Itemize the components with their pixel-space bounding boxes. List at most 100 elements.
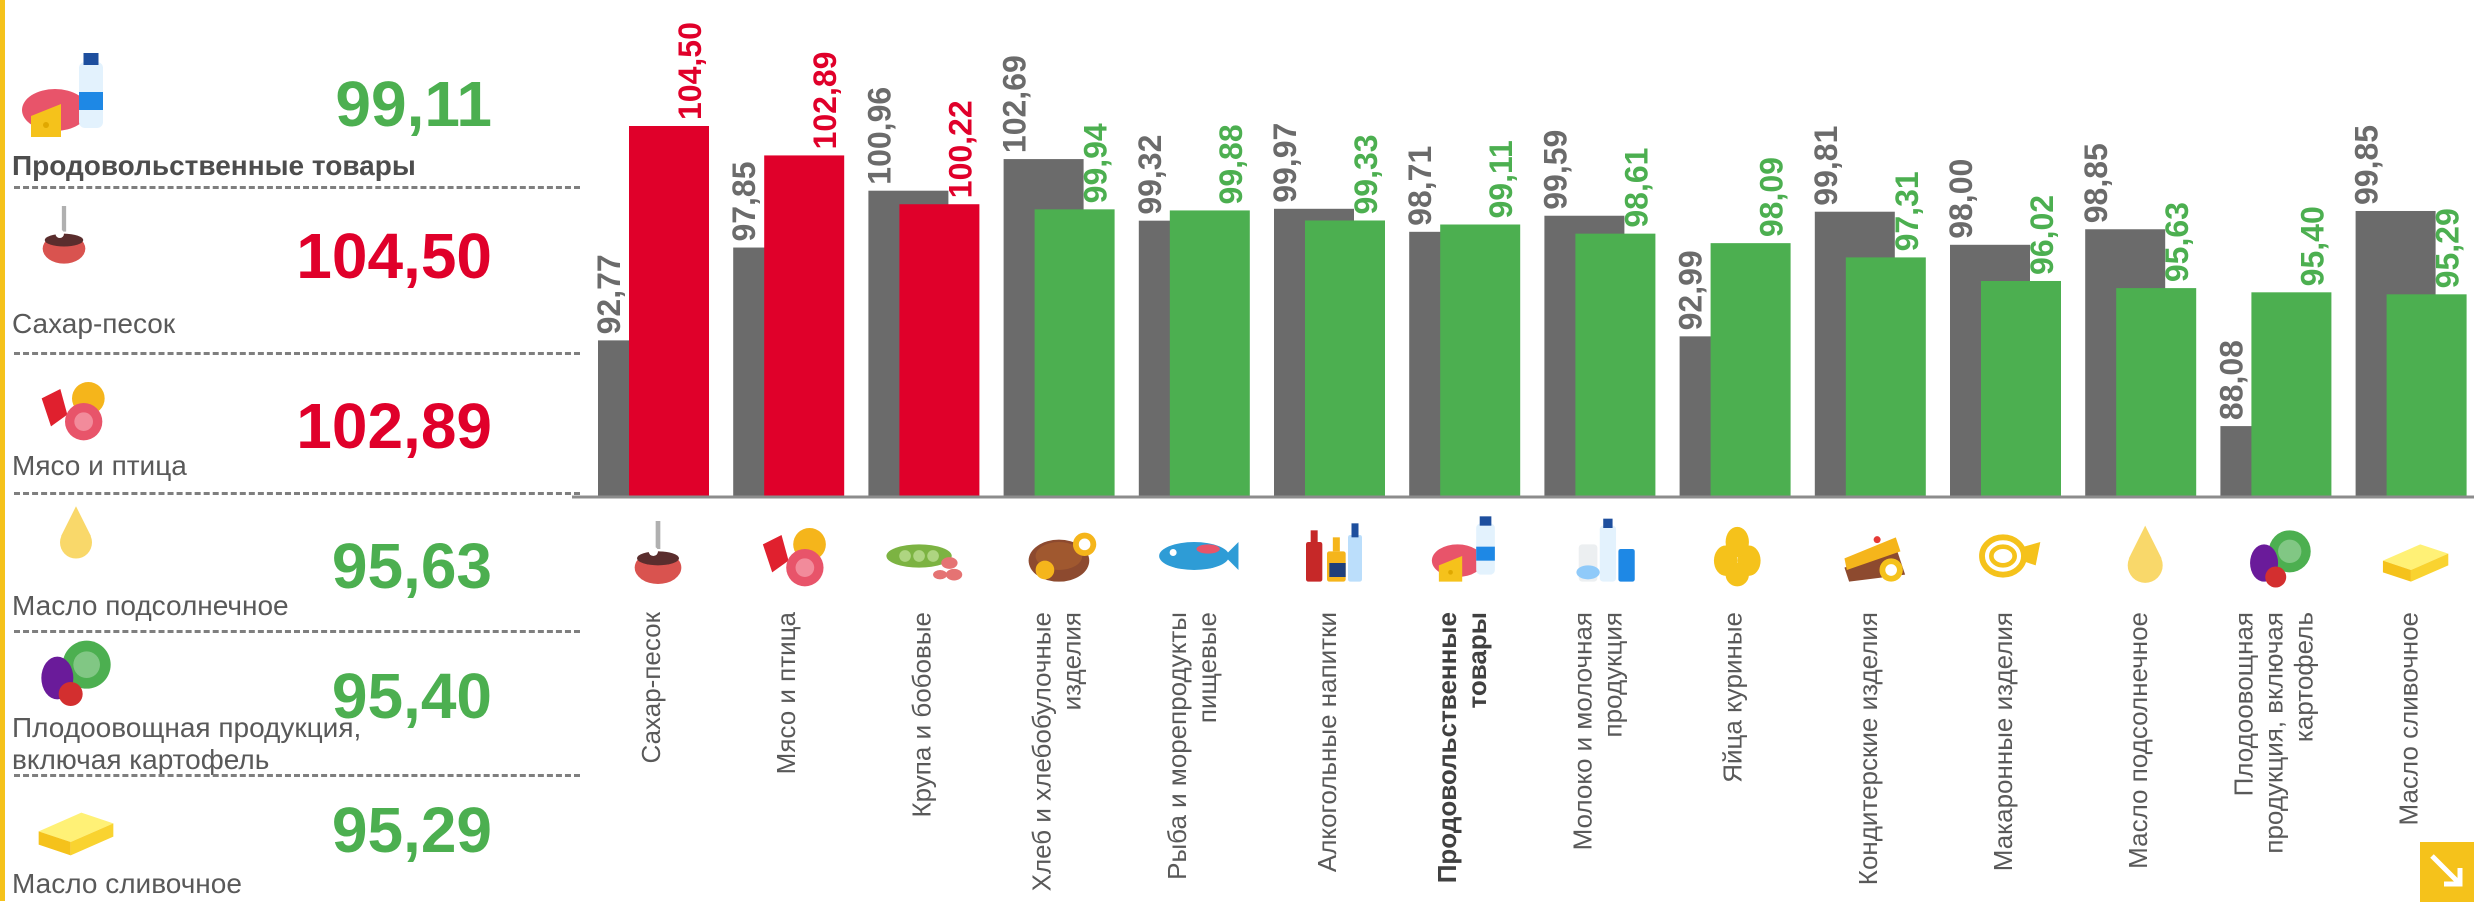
- bar-current-label: 104,50: [672, 22, 708, 120]
- cake-icon: [1844, 536, 1906, 582]
- summary-label: Продовольственные товары: [12, 150, 416, 181]
- milk-icon: [1576, 518, 1635, 582]
- bar-current: [899, 204, 980, 497]
- groceries-icon: [22, 53, 103, 137]
- bar-current: [1169, 210, 1250, 497]
- bar-current-label: 95,40: [2294, 206, 2330, 286]
- oil-drop-icon: [2127, 525, 2163, 583]
- vegetables-icon: [41, 640, 111, 706]
- summary-divider: [14, 352, 580, 355]
- category-label-line: Масло подсолнечное: [2123, 612, 2153, 869]
- bar-current-label: 96,02: [2024, 195, 2060, 275]
- summary-value: 95,63: [331, 530, 492, 602]
- summary-value: 95,40: [331, 660, 492, 732]
- summary-divider: [14, 774, 580, 777]
- bar-current-label: 97,31: [1889, 171, 1925, 251]
- summary-divider: [14, 186, 580, 189]
- bar-current: [2251, 292, 2332, 497]
- category-label: Алкогольные напитки: [1312, 612, 1342, 872]
- category-label-line: Масло сливочное: [2394, 612, 2424, 825]
- summary-label: Масло сливочное: [12, 868, 242, 899]
- bar-previous-label: 99,59: [1537, 130, 1573, 210]
- summary-icon-wrap: [22, 53, 103, 137]
- category-label: Масло сливочное: [2394, 612, 2424, 825]
- bar-current: [1305, 220, 1385, 497]
- vegetables-icon: [2250, 530, 2311, 588]
- category-label-line: Сахар-песок: [636, 611, 666, 763]
- category-label: Крупа и бобовые: [906, 612, 936, 818]
- category-label: Макаронные изделия: [1988, 612, 2018, 871]
- bar-previous-label: 99,97: [1267, 123, 1303, 203]
- drinks-icon: [1306, 523, 1362, 582]
- bar-previous-label: 100,96: [861, 87, 897, 185]
- arrow-down-right-icon: [2430, 854, 2463, 887]
- category-label-line: изделия: [1057, 612, 1087, 710]
- category-label: Масло подсолнечное: [2123, 612, 2153, 869]
- bar-previous-label: 98,00: [1943, 159, 1979, 239]
- sugar-icon: [42, 206, 86, 264]
- category-label: Мясо и птица: [771, 611, 801, 774]
- category-label: Рыба и морепродуктыпищевые: [1162, 612, 1222, 880]
- category-label: Сахар-песок: [636, 611, 666, 763]
- corner-badge: [2420, 842, 2474, 902]
- bar-previous-label: 92,99: [1673, 250, 1709, 330]
- bar-current: [629, 126, 709, 497]
- summary-value: 99,11: [335, 68, 492, 140]
- category-label-line: Продовольственные: [1432, 612, 1462, 883]
- summary-divider: [14, 492, 580, 495]
- bar-previous-label: 97,85: [726, 161, 762, 241]
- bar-previous-label: 99,85: [2349, 125, 2385, 205]
- category-label-line: Рыба и морепродукты: [1162, 612, 1192, 880]
- bar-current-label: 98,09: [1754, 157, 1790, 237]
- summary-icon-wrap: [42, 206, 86, 264]
- category-label: Хлеб и хлебобулочныеизделия: [1027, 612, 1087, 891]
- category-label-line: Крупа и бобовые: [906, 612, 936, 818]
- bar-current: [764, 155, 845, 497]
- category-label-line: Молоко и молочная: [1567, 612, 1597, 850]
- summary-panel: 99,11 Продовольственные товары 104,50 Сахар…: [0, 0, 580, 901]
- bar-current-label: 99,11: [1483, 140, 1519, 218]
- bar-current: [1440, 224, 1521, 497]
- category-label-line: пищевые: [1192, 612, 1222, 723]
- summary-value: 95,29: [331, 794, 492, 866]
- bar-previous-label: 99,81: [1808, 126, 1844, 206]
- bar-current-label: 98,61: [1618, 148, 1654, 228]
- groceries-icon: [1431, 516, 1495, 582]
- oil-drop-icon: [60, 506, 92, 559]
- bar-previous-label: 88,08: [2213, 340, 2249, 420]
- bar-previous-label: 98,85: [2078, 143, 2114, 223]
- bar-current-label: 102,89: [807, 52, 843, 150]
- bar-previous-label: 98,71: [1402, 146, 1438, 226]
- bar-previous-label: 102,69: [997, 55, 1033, 153]
- bar-current-label: 99,88: [1213, 124, 1249, 204]
- bar-previous-label: 99,32: [1132, 135, 1168, 215]
- category-label-line: Алкогольные напитки: [1312, 612, 1342, 872]
- pasta-icon: [1979, 534, 2041, 578]
- bar-current: [2386, 294, 2467, 497]
- category-label: Яйца куриные: [1718, 612, 1748, 783]
- bar-current-label: 99,33: [1348, 134, 1384, 214]
- beans-icon: [886, 544, 963, 581]
- bar-current-label: 100,22: [942, 100, 978, 198]
- summary-icon-wrap: [41, 640, 111, 706]
- eggs-icon: [1713, 526, 1761, 587]
- sugar-icon: [634, 521, 682, 585]
- summary-divider: [14, 630, 580, 633]
- summary-value: 102,89: [296, 390, 492, 462]
- bar-current: [1845, 257, 1926, 497]
- bar-current-label: 99,94: [1078, 123, 1114, 203]
- category-label: Плодоовощнаяпродукция, включаякартофель: [2228, 612, 2318, 854]
- category-label-line: Мясо и птица: [771, 611, 801, 774]
- summary-icon-wrap: [41, 382, 105, 441]
- bar-current: [1034, 209, 1115, 497]
- bar-current: [2116, 288, 2197, 497]
- fish-icon: [1159, 542, 1239, 570]
- summary-label: Плодоовощная продукция, включая картофел…: [12, 712, 362, 775]
- butter-icon: [2382, 544, 2449, 582]
- category-label-line: товары: [1462, 612, 1492, 708]
- category-label-line: Яйца куриные: [1718, 612, 1748, 783]
- category-label-line: картофель: [2288, 612, 2318, 742]
- category-label-line: Кондитерские изделия: [1853, 612, 1883, 885]
- category-label-line: продукция, включая: [2258, 612, 2288, 854]
